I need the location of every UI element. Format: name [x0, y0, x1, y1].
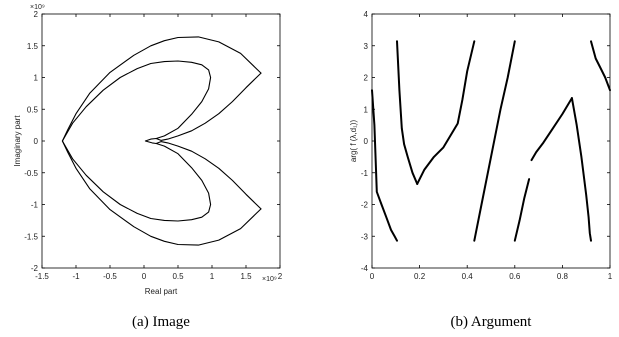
series-line-4	[473, 40, 516, 242]
y-tick-label: -4	[361, 264, 369, 273]
y-tick-label: 4	[364, 10, 369, 19]
series-line-8	[590, 40, 611, 92]
x-tick-label: 1	[210, 272, 215, 281]
x-tick-label: 0	[142, 272, 147, 281]
y-tick-label: 0	[34, 137, 39, 146]
y-tick-label: 1	[34, 74, 39, 83]
x-tick-label: 1	[608, 272, 613, 281]
y-tick-label: -2	[361, 201, 369, 210]
y-tick-label: -3	[361, 232, 369, 241]
y-tick-label: 2	[34, 10, 39, 19]
caption: (a) Image	[132, 314, 190, 330]
x-multiplier: ×10⁹	[262, 276, 277, 283]
series-line-1	[61, 36, 262, 246]
y-tick-label: 1	[364, 105, 369, 114]
series-line-3	[61, 60, 212, 222]
x-tick-label: -0.5	[103, 272, 117, 281]
caption: (b) Argument	[451, 314, 533, 330]
x-tick-label: 2	[278, 272, 283, 281]
series-line-6	[530, 97, 573, 162]
series-line-3	[416, 40, 476, 185]
y-tick-label: -1	[31, 201, 39, 210]
y-axis-label: Imaginary part	[13, 115, 22, 167]
y-tick-label: 3	[364, 42, 369, 51]
x-tick-label: 1.5	[240, 272, 252, 281]
x-tick-label: 0.5	[172, 272, 184, 281]
series-line-1	[371, 89, 398, 242]
panel-image: -1.5 -1 -0.5 0 0.5 1 1.5 2-2-1.5-1-0.500.511.52…	[13, 4, 283, 330]
series-line-7	[570, 97, 592, 242]
panel-argument: 0 0.2 0.4 0.6 0.8 1 -4 -3 -2 -1 0 1 2 3 4 arg( f (λ,d₁…	[349, 10, 613, 330]
y-tick-label: 0	[364, 137, 369, 146]
y-tick-label: -1	[361, 169, 369, 178]
y-tick-label: -1.5	[24, 232, 38, 241]
series-line-2	[396, 40, 419, 185]
y-axis-label: arg( f (λ,d₁))	[349, 120, 358, 163]
x-tick-label: 0.8	[557, 272, 569, 281]
y-tick-label: 0.5	[27, 105, 39, 114]
x-tick-label: -1.5	[35, 272, 49, 281]
x-tick-label: 0	[370, 272, 375, 281]
x-tick-label: -1	[72, 272, 80, 281]
x-tick-label: 0.6	[509, 272, 521, 281]
y-multiplier: ×10⁹	[30, 4, 45, 11]
x-tick-label: 0.4	[462, 272, 474, 281]
y-tick-label: -2	[31, 264, 39, 273]
y-tick-label: 1.5	[27, 42, 39, 51]
y-tick-label: 2	[364, 74, 369, 83]
series-line-2	[144, 72, 262, 210]
plot-frame	[371, 13, 611, 269]
y-tick-label: -0.5	[24, 169, 38, 178]
plot-frame	[41, 13, 281, 269]
x-tick-label: 0.2	[414, 272, 426, 281]
series-line-5	[513, 178, 531, 242]
x-axis-label: Real part	[145, 287, 178, 296]
